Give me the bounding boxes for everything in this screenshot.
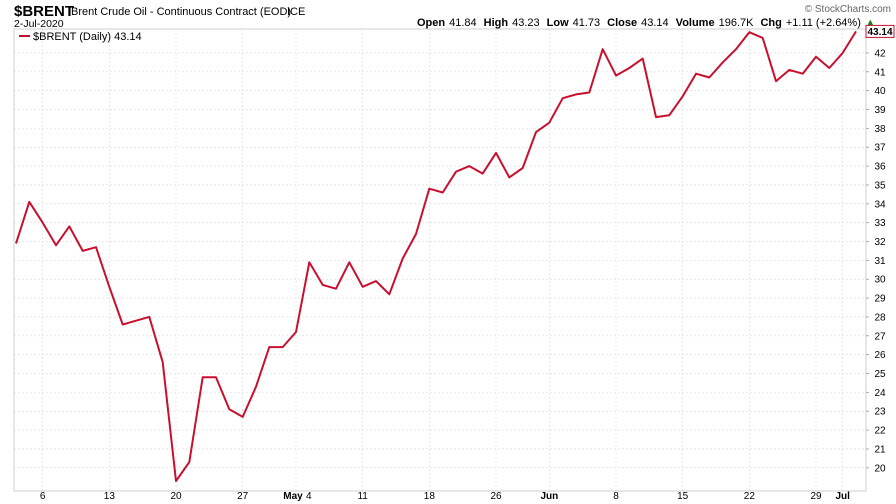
plot-frame xyxy=(13,28,867,492)
x-tick-label-4: 4 xyxy=(306,491,312,502)
stat-label-close: Close xyxy=(607,17,637,29)
y-tick-label-35: 35 xyxy=(874,180,886,191)
x-tick-label-26: 26 xyxy=(490,491,502,502)
x-tick-label-13: 13 xyxy=(104,491,116,502)
y-tick-label-21: 21 xyxy=(874,444,886,455)
stats-row: Open 41.84 High 43.23 Low 41.73 Close 43.14 Volu… xyxy=(417,17,876,29)
y-tick-label-38: 38 xyxy=(874,124,886,135)
stat-value-open: 41.84 xyxy=(449,17,477,29)
x-tick-label-may: May xyxy=(283,491,303,502)
y-tick-label-27: 27 xyxy=(874,331,886,342)
y-tick-label-42: 42 xyxy=(874,48,886,59)
stat-value-chg: +1.11 (+2.64%) xyxy=(786,17,861,29)
change-up-arrow-icon: ▲ xyxy=(865,17,876,29)
y-tick-label-40: 40 xyxy=(874,86,886,97)
x-tick-label-20: 20 xyxy=(170,491,182,502)
stat-value-close: 43.14 xyxy=(641,17,669,29)
last-value-label: 43.14 xyxy=(867,27,892,38)
stat-value-low: 41.73 xyxy=(573,17,601,29)
y-tick-label-31: 31 xyxy=(874,256,886,267)
y-tick-label-41: 41 xyxy=(874,67,886,78)
y-tick-label-24: 24 xyxy=(874,388,886,399)
y-axis: 20 21 22 23 24 25 26 27 28 29 30 31 32 33 34 35 36 37 38 39… xyxy=(866,48,886,474)
y-tick-label-33: 33 xyxy=(874,218,886,229)
y-tick-label-39: 39 xyxy=(874,105,886,116)
ticker-symbol: $BRENT xyxy=(14,3,74,20)
quote-date: 2-Jul-2020 xyxy=(14,18,64,30)
last-value-box xyxy=(865,24,895,38)
stat-label-high: High xyxy=(484,17,509,29)
stat-label-volume: Volume xyxy=(676,17,715,29)
stat-label-chg: Chg xyxy=(760,17,781,29)
y-tick-label-20: 20 xyxy=(874,463,886,474)
y-tick-label-28: 28 xyxy=(874,312,886,323)
last-value-badge: 43.14 xyxy=(865,24,895,38)
y-tick-label-36: 36 xyxy=(874,162,886,173)
horizontal-gridlines xyxy=(14,52,866,469)
y-tick-label-30: 30 xyxy=(874,275,886,286)
x-tick-label-11: 11 xyxy=(357,491,368,502)
instrument-name: Brent Crude Oil - Continuous Contract (E… xyxy=(71,6,291,18)
vertical-gridlines xyxy=(42,29,843,491)
stat-label-low: Low xyxy=(547,17,569,29)
stat-value-high: 43.23 xyxy=(512,17,540,29)
legend: $BRENT (Daily) 43.14 xyxy=(19,31,142,43)
x-axis: 6 13 20 27 May 4 11 18 26 Jun 8 15 22 29 Jul xyxy=(40,491,850,502)
x-tick-label-6: 6 xyxy=(40,491,46,502)
x-tick-label-8: 8 xyxy=(613,491,619,502)
y-tick-label-34: 34 xyxy=(874,199,886,210)
watermark: © StockCharts.com xyxy=(805,4,891,15)
x-tick-label-27: 27 xyxy=(237,491,249,502)
series-line-brent xyxy=(15,30,857,482)
exchange-label: ICE xyxy=(287,6,305,18)
x-tick-label-22: 22 xyxy=(744,491,756,502)
y-tick-label-22: 22 xyxy=(874,426,886,437)
y-tick-label-37: 37 xyxy=(874,143,886,154)
y-tick-label-26: 26 xyxy=(874,350,886,361)
series-group xyxy=(15,30,857,482)
x-tick-label-15: 15 xyxy=(677,491,689,502)
y-tick-label-32: 32 xyxy=(874,237,886,248)
y-tick-label-25: 25 xyxy=(874,369,886,380)
legend-label: $BRENT (Daily) 43.14 xyxy=(33,31,142,43)
x-tick-label-jun: Jun xyxy=(540,491,558,502)
y-tick-label-23: 23 xyxy=(874,407,886,418)
y-tick-label-29: 29 xyxy=(874,294,886,305)
stat-value-volume: 196.7K xyxy=(719,17,755,29)
x-tick-label-18: 18 xyxy=(424,491,436,502)
x-tick-label-29: 29 xyxy=(810,491,822,502)
x-tick-label-jul: Jul xyxy=(835,491,850,502)
stat-label-open: Open xyxy=(417,17,445,29)
